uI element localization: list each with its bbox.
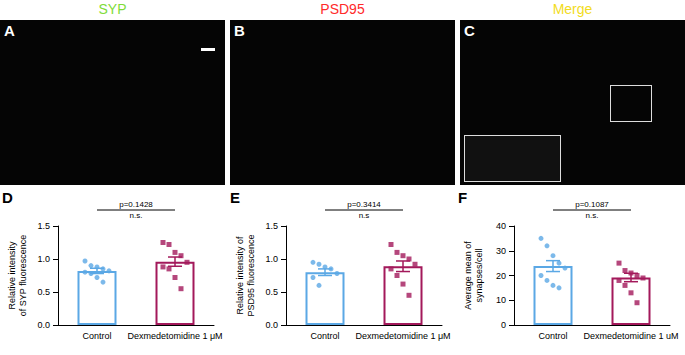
svg-text:Dexmedetomidine 1 uM: Dexmedetomidine 1 uM	[583, 331, 678, 341]
svg-text:F: F	[458, 189, 467, 206]
svg-text:p=0.3414: p=0.3414	[347, 200, 381, 209]
html-text:C: C	[464, 22, 475, 39]
svg-text:Control: Control	[82, 331, 111, 341]
svg-text:synapses/cell: synapses/cell	[474, 248, 484, 302]
svg-text:D: D	[2, 189, 13, 206]
svg-text:n.s: n.s	[359, 211, 370, 220]
html-text:SYP: SYP	[98, 1, 127, 17]
svg-text:0.0: 0.0	[37, 320, 50, 330]
html-text:PSD95: PSD95	[320, 1, 365, 17]
svg-text:0.0: 0.0	[265, 320, 278, 330]
html-text:B: B	[234, 22, 245, 39]
svg-text:n.s.: n.s.	[130, 211, 143, 220]
svg-text:Control: Control	[538, 331, 567, 341]
svg-text:1.5: 1.5	[37, 221, 50, 231]
svg-text:1.5: 1.5	[265, 221, 278, 231]
svg-text:0: 0	[501, 320, 506, 330]
html-text:A: A	[4, 22, 15, 39]
svg-text:30: 30	[496, 246, 506, 256]
svg-text:of SYP fluorescence: of SYP fluorescence	[18, 235, 28, 316]
svg-text:PSD95 fluorescence: PSD95 fluorescence	[246, 234, 256, 316]
html-text:Merge: Merge	[552, 1, 593, 17]
svg-text:p=0.1087: p=0.1087	[575, 200, 609, 209]
svg-text:Relative intensity of: Relative intensity of	[235, 236, 245, 315]
svg-text:p=0.1428: p=0.1428	[119, 200, 153, 209]
svg-text:Dexmedetomidine 1 μM: Dexmedetomidine 1 μM	[355, 331, 450, 341]
svg-text:10: 10	[496, 295, 506, 305]
svg-text:Average mean of: Average mean of	[463, 241, 473, 310]
svg-text:1.0: 1.0	[265, 254, 278, 264]
svg-text:n.s.: n.s.	[586, 211, 599, 220]
svg-text:0.5: 0.5	[37, 287, 50, 297]
svg-text:20: 20	[496, 271, 506, 281]
svg-text:0.5: 0.5	[265, 287, 278, 297]
svg-text:Control: Control	[310, 331, 339, 341]
svg-text:E: E	[230, 189, 240, 206]
svg-text:40: 40	[496, 221, 506, 231]
svg-text:Relative intensity: Relative intensity	[7, 241, 17, 310]
svg-text:Dexmedetomidine 1 μM: Dexmedetomidine 1 μM	[127, 331, 222, 341]
svg-text:1.0: 1.0	[37, 254, 50, 264]
